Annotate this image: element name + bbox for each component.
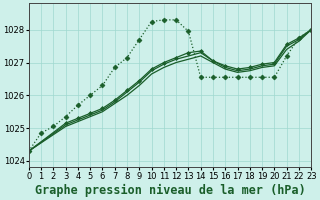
X-axis label: Graphe pression niveau de la mer (hPa): Graphe pression niveau de la mer (hPa) xyxy=(35,183,305,197)
